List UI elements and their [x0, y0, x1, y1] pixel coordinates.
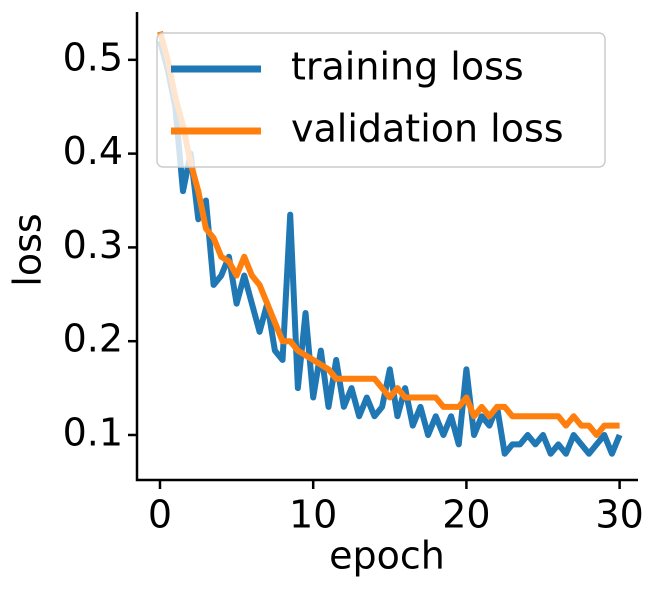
legend-label: training loss — [291, 45, 524, 89]
y-tick-label: 0.1 — [63, 410, 123, 454]
y-tick-label: 0.4 — [63, 129, 123, 173]
line-series — [157, 40, 623, 457]
y-axis-label: loss — [6, 213, 50, 286]
y-tick-label: 0.5 — [63, 35, 123, 79]
x-tick-label: 0 — [148, 493, 172, 537]
legend-label: validation loss — [291, 107, 564, 151]
legend-box — [156, 32, 606, 168]
y-tick-label: 0.2 — [63, 317, 123, 361]
axis-spine — [135, 12, 638, 482]
x-tick-label: 30 — [595, 493, 643, 537]
line-series — [157, 30, 620, 438]
x-axis-label: epoch — [329, 534, 445, 578]
x-tick-label: 20 — [442, 493, 490, 537]
y-tick-label: 0.3 — [63, 223, 123, 267]
x-tick-label: 10 — [289, 493, 337, 537]
